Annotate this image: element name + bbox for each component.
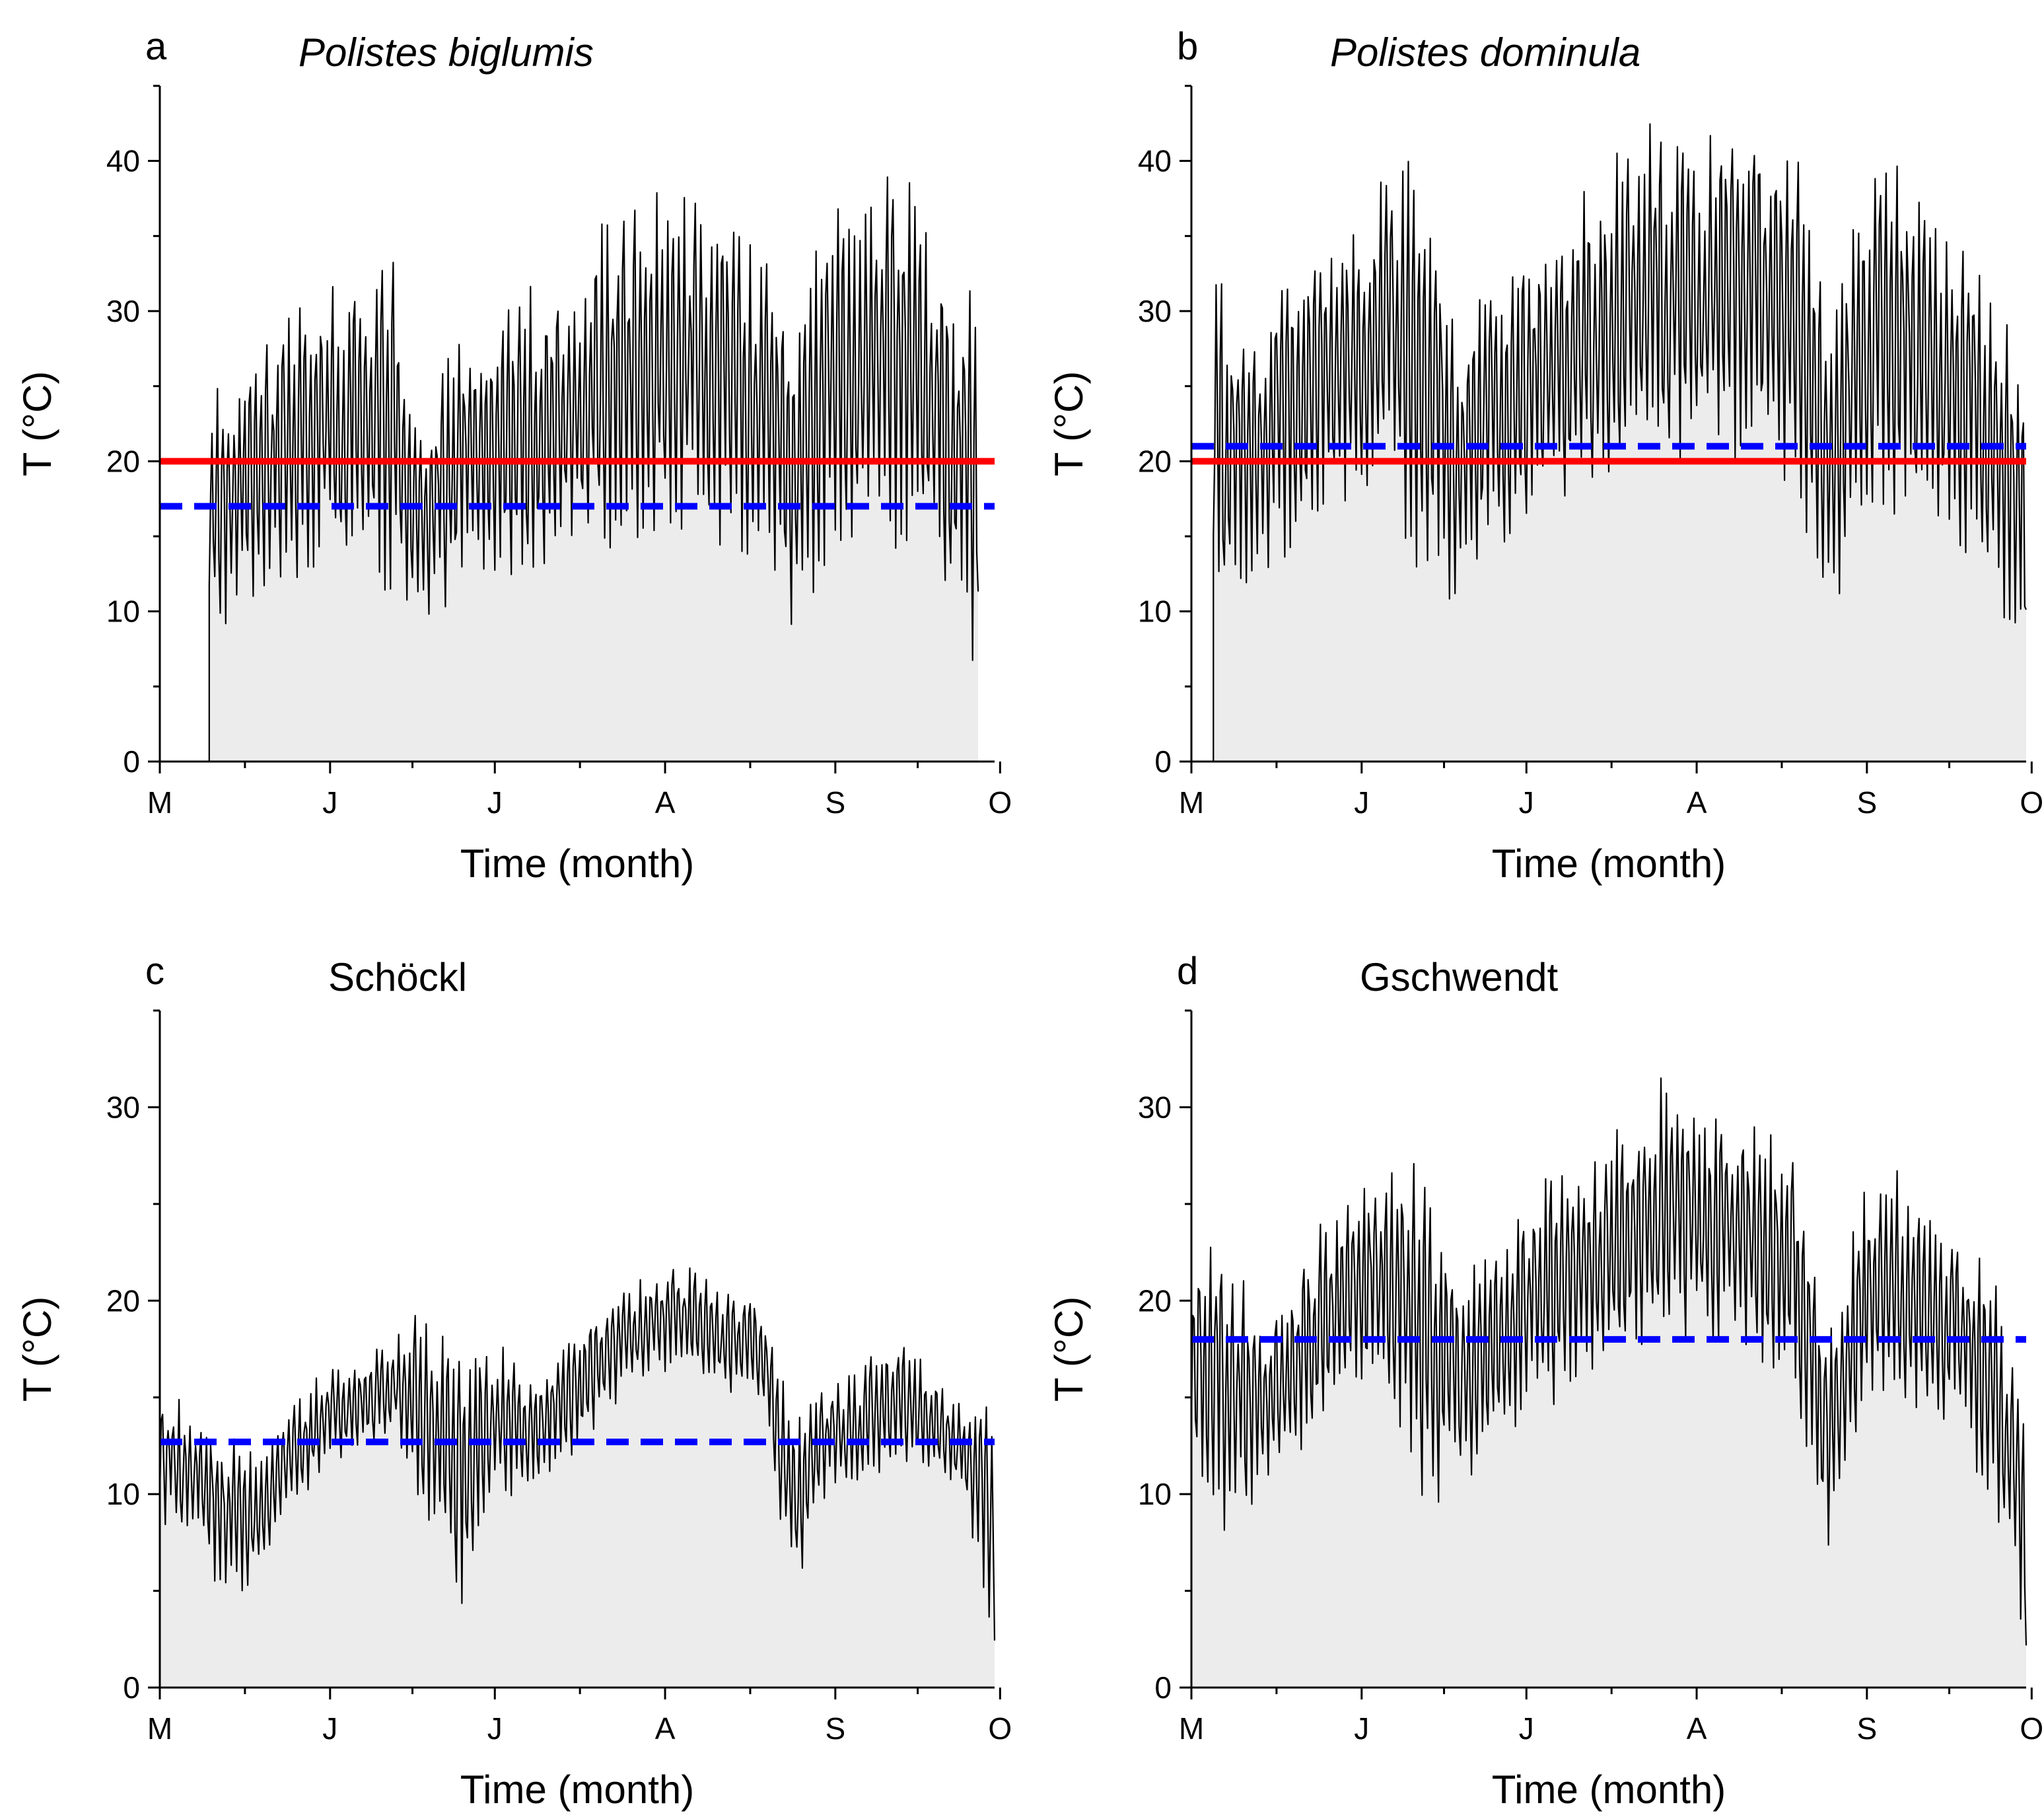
chart-title: Schöckl	[328, 955, 467, 999]
x-axis-title: Time (month)	[460, 1767, 695, 1812]
x-tick-label: J	[487, 785, 503, 820]
temperature-trace	[1190, 1077, 2027, 1688]
y-tick-label: 20	[1138, 1283, 1172, 1318]
x-tick-label: A	[1687, 785, 1707, 820]
y-tick-label: 40	[1138, 144, 1172, 178]
temperature-area	[1191, 1078, 2026, 1688]
chart-title: Gschwendt	[1360, 955, 1558, 999]
y-axis-title: T (°C)	[1047, 371, 1091, 477]
y-tick-label: 20	[1138, 444, 1172, 478]
x-tick-label: J	[487, 1711, 503, 1746]
y-tick-label: 10	[106, 594, 140, 629]
panel-label: b	[1177, 25, 1198, 68]
x-tick-label: S	[1856, 785, 1877, 820]
panel-d: 0 10 20 30 M J J A S O Time (month) T (°C) d Gschwend…	[1047, 950, 2043, 1812]
temperature-area	[209, 177, 979, 762]
x-tick-label: J	[1519, 1711, 1534, 1746]
y-tick-label: 0	[1154, 744, 1172, 779]
y-axis-title: T (°C)	[15, 1297, 59, 1402]
y-tick-label: 30	[1138, 294, 1172, 328]
y-tick-label: 30	[106, 294, 140, 328]
chart-title: Polistes dominula	[1330, 30, 1640, 75]
x-tick-label: M	[147, 1711, 172, 1746]
x-tick-label: S	[825, 785, 845, 820]
panel-label: d	[1177, 950, 1198, 993]
panel-b: 0 10 20 30 40 M J J A S O Time (month) T (°C) b Polist…	[1047, 25, 2043, 886]
x-tick-label: O	[988, 785, 1012, 820]
x-tick-label: S	[1856, 1711, 1877, 1746]
y-tick-label: 40	[106, 144, 140, 178]
x-tick-label: M	[147, 785, 172, 820]
temperature-trace	[159, 1267, 996, 1688]
y-tick-label: 20	[106, 444, 140, 478]
x-tick-label: A	[1687, 1711, 1707, 1746]
x-tick-label: O	[2020, 785, 2043, 820]
x-tick-label: A	[655, 1711, 676, 1746]
y-axis-title: T (°C)	[1047, 1297, 1091, 1402]
y-tick-label: 0	[123, 744, 140, 779]
y-tick-label: 30	[106, 1090, 140, 1124]
panel-label: a	[145, 25, 167, 68]
y-tick-label: 10	[1138, 1477, 1172, 1511]
temperature-trace	[1213, 123, 2027, 762]
y-tick-label: 10	[1138, 594, 1172, 629]
x-tick-label: J	[1354, 1711, 1369, 1746]
x-tick-label: O	[988, 1711, 1012, 1746]
x-tick-label: J	[1354, 785, 1369, 820]
x-tick-label: S	[825, 1711, 845, 1746]
x-axis-title: Time (month)	[1492, 1767, 1726, 1812]
x-tick-label: M	[1179, 785, 1204, 820]
y-tick-label: 0	[123, 1670, 140, 1705]
panel-a: 0 10 20 30 40 M J J A S O Time (month) T (°C) a Polist…	[15, 25, 1012, 886]
x-tick-label: A	[655, 785, 676, 820]
x-tick-label: O	[2020, 1711, 2043, 1746]
chart-title: Polistes biglumis	[299, 30, 594, 75]
panel-c: 0 10 20 30 M J J A S O Time (month) T (°C) c Schöckl	[15, 950, 1012, 1812]
panel-label: c	[145, 950, 164, 993]
y-axis-title: T (°C)	[15, 371, 59, 477]
x-axis-title: Time (month)	[460, 841, 695, 886]
x-tick-label: J	[322, 785, 337, 820]
x-tick-label: M	[1179, 1711, 1204, 1746]
y-tick-label: 20	[106, 1283, 140, 1318]
x-axis-title: Time (month)	[1492, 841, 1726, 886]
x-tick-label: J	[1519, 785, 1534, 820]
y-tick-label: 30	[1138, 1090, 1172, 1124]
x-tick-label: J	[322, 1711, 337, 1746]
temperature-area	[160, 1268, 995, 1688]
y-tick-label: 10	[106, 1477, 140, 1511]
y-tick-label: 0	[1154, 1670, 1172, 1705]
temperature-area	[1213, 124, 2026, 762]
